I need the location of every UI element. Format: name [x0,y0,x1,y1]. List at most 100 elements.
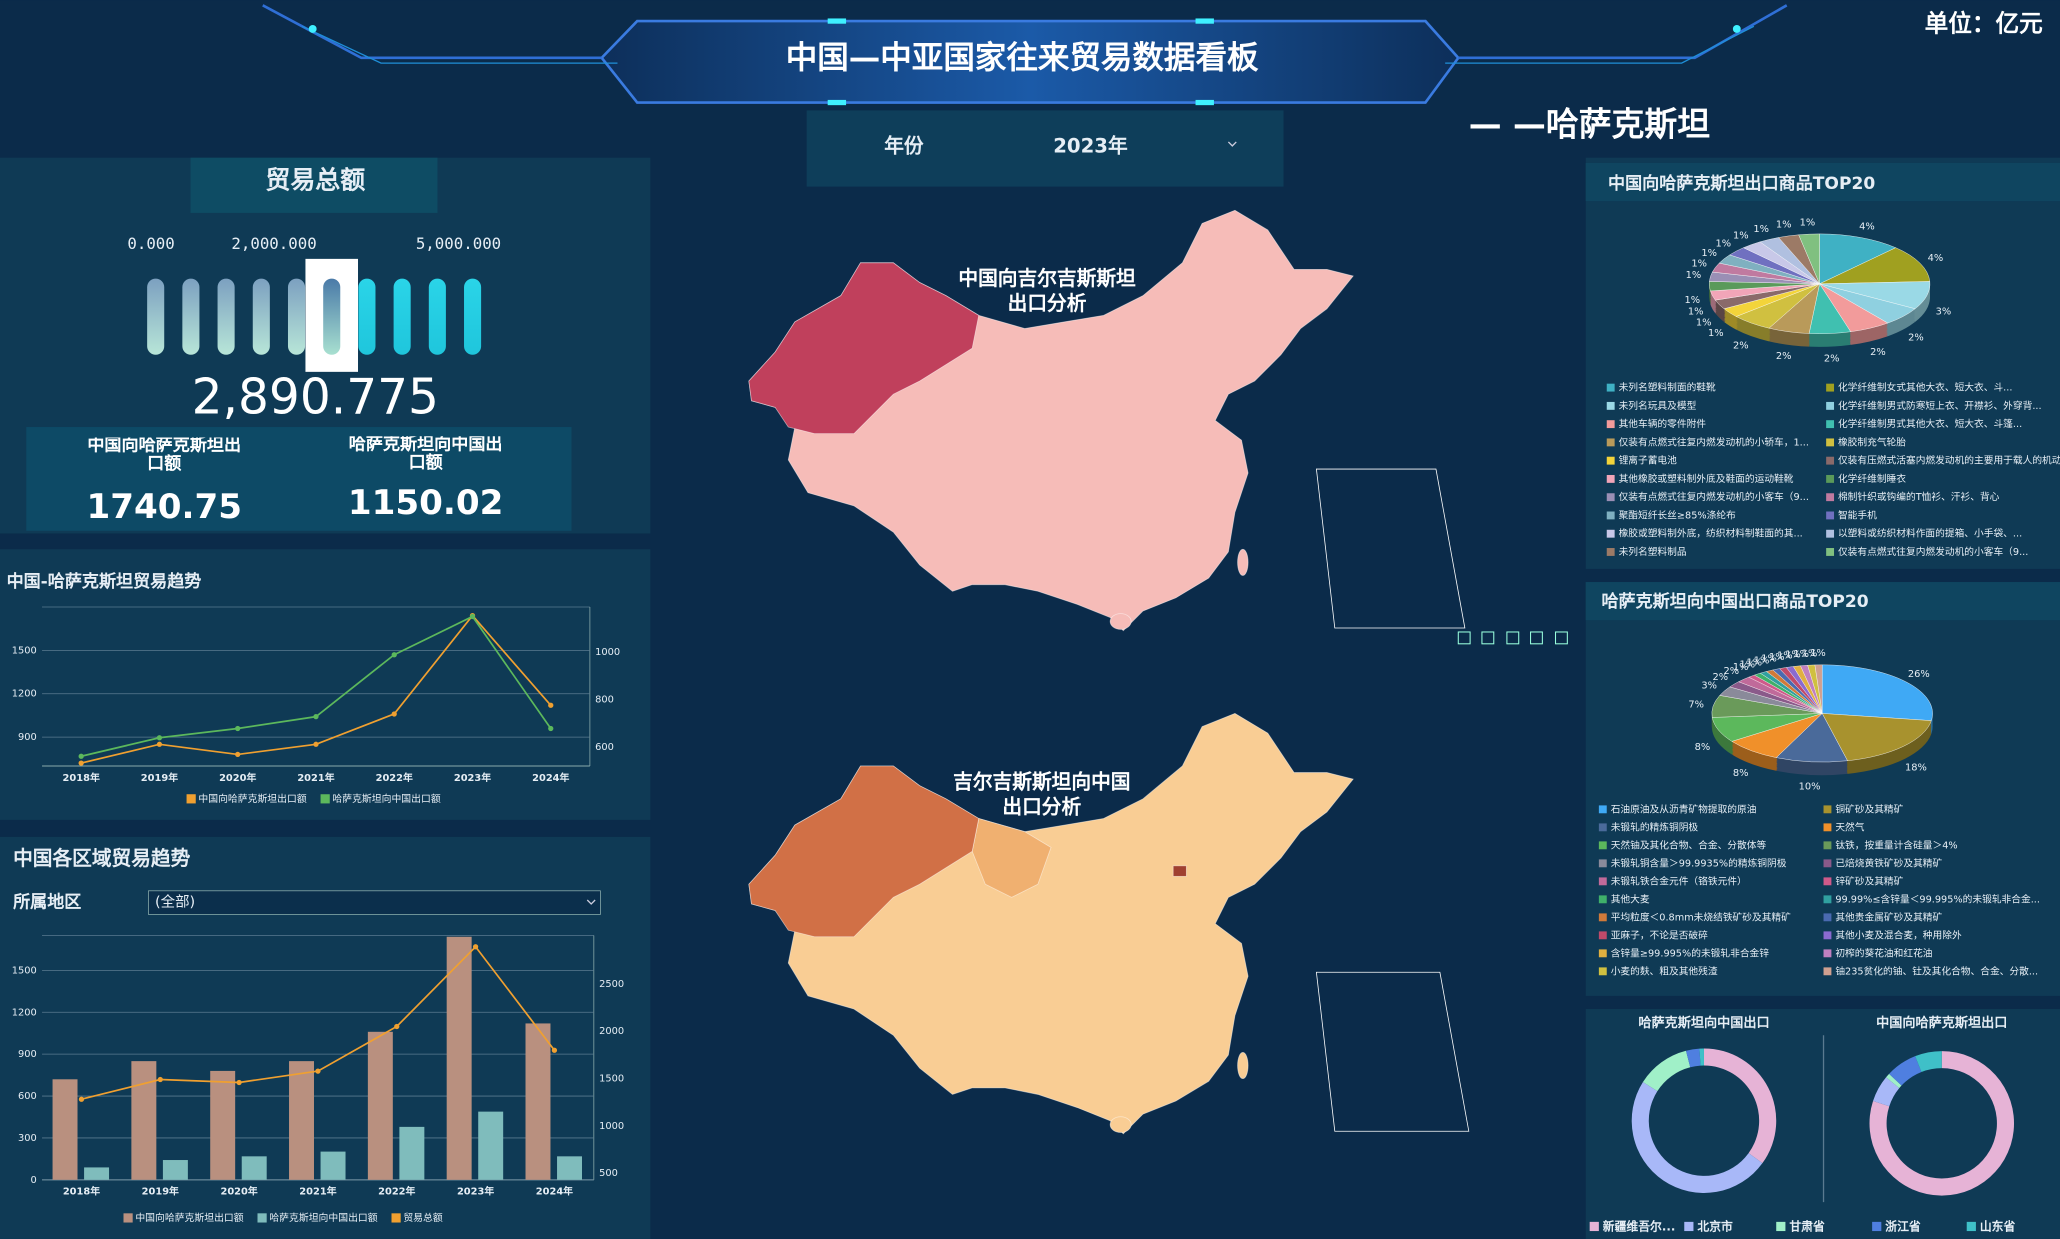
kpi-value: 1150.02 [348,483,503,523]
donut-slice [1915,1051,1942,1073]
pie-label: 2% [1908,332,1924,343]
legend-swatch [1598,895,1607,904]
legend-swatch [1589,1221,1599,1232]
gauge-bar [252,278,270,355]
filter-select[interactable] [148,890,601,915]
legend-label: 天然铀及其化合物、合金、分散体等 [1611,838,1767,851]
panel [1585,582,2060,996]
legend-swatch [1823,913,1832,922]
map-toolbar[interactable] [1457,631,1568,645]
legend-label: 含锌量≥99.995%的未锻轧非合金锌 [1611,946,1770,959]
pie-label: 7% [1688,699,1704,710]
filter-label: 所属地区 [13,892,81,913]
legend-label: 化学纤维制睡衣 [1838,472,1906,485]
gauge-bar [147,278,165,355]
map-region [1109,1116,1132,1133]
filter-value[interactable]: (全部) [155,893,195,911]
legend-label: 其他小麦及混合麦，种用除外 [1835,928,1962,941]
pie-label: 2% [1733,341,1749,352]
gauge-value: 2,890.775 [192,370,439,426]
x-tick-label: 2023年 [457,1185,494,1198]
pie-label: 10% [1799,782,1821,793]
legend-label: 橡胶或塑料制外底，纺织材料制鞋面的其... [1619,527,1803,540]
legend-label: 智能手机 [1838,508,1877,521]
kpi-value: 1740.75 [86,487,241,527]
donut-slice [1886,1073,1902,1089]
gauge-bar [182,278,200,355]
legend-label: 初榨的葵花油和红花油 [1835,946,1932,959]
dropdown-arrow[interactable] [1227,141,1237,147]
legend-label: 其他车辆的零件附件 [1619,417,1707,430]
pie-label: 1% [1691,259,1707,270]
legend-swatch [1826,401,1835,410]
kpi-label: 哈萨克斯坦向中国出口额 [348,436,503,474]
donut-slice [1703,1048,1777,1164]
point [548,702,554,708]
point [315,1068,321,1074]
dropdown-arrow[interactable] [586,899,596,905]
legend-label: 贸易总额 [403,1211,443,1224]
x-tick-label: 2019年 [141,771,178,784]
map-region [971,818,1052,898]
pie-label: 18% [1905,763,1927,774]
legend-swatch [1823,895,1832,904]
point [394,1023,400,1030]
legend-swatch [1598,859,1607,868]
legend-label: 其他贵金属矿砂及其精矿 [1835,910,1942,923]
legend-label: 未锻轧铜含量＞99.9935%的精炼铜阴极 [1611,856,1787,869]
legend-swatch [1598,841,1607,850]
legend-label: 石油原油及从沥青矿物提取的原油 [1611,802,1757,815]
chart-title: 中国-哈萨克斯坦贸易趋势 [7,571,202,592]
legend-swatch [1606,401,1615,410]
donut-slice [1889,1056,1922,1086]
point [236,1079,242,1086]
pie-label: 2% [1824,353,1840,364]
y2-tick-label: 500 [599,1168,618,1179]
y-tick-label: 900 [18,732,37,743]
map-region [1172,865,1187,877]
legend-swatch [1823,931,1832,940]
legend-label: 99.99%≤含锌量＜99.995%的未锻轧非合金... [1835,892,2040,905]
legend-label: 未列名塑料制品 [1619,545,1687,558]
map-region [748,765,980,938]
legend-swatch [1823,823,1832,832]
legend-swatch [1598,805,1607,814]
pie-label: 1% [1696,318,1712,329]
y2-tick-label: 1500 [599,1073,624,1084]
y-tick-label: 300 [18,1133,37,1144]
unit: 单位：亿元 [1925,10,2043,38]
pie-label: 1% [1785,650,1801,661]
pie-label: 1% [1739,660,1755,671]
legend-label: 化学纤维制男式其他大衣、短大衣、斗篷... [1838,417,2022,430]
pie-label: 4% [1928,253,1944,264]
point [469,613,476,620]
bar [241,1156,267,1180]
legend-swatch [1823,967,1832,976]
map-region [1109,613,1132,630]
pie-label: 1% [1715,238,1731,249]
map-inset [1315,971,1470,1132]
legend-label: 仅装有点燃式往复内燃发动机的小客车（9... [1619,490,1809,503]
bar [478,1111,504,1180]
legend-swatch [1823,859,1832,868]
pie-label: 1% [1761,654,1777,665]
legend-label: 棉制针织或钩编的T恤衫、汗衫、背心 [1838,490,2000,503]
legend-label: 以塑料或纺织材料作面的提箱、小手袋、... [1838,527,2022,540]
map-region [748,262,980,434]
legend-swatch [1826,438,1835,447]
legend-swatch [1776,1221,1786,1232]
x-tick-label: 2021年 [299,1185,336,1198]
x-tick-label: 2021年 [297,771,334,784]
point [391,711,397,717]
pie-label: 2% [1724,666,1740,677]
pie-slice [1814,664,1823,714]
pie-label: 1% [1688,307,1704,318]
year-selector[interactable] [806,110,1284,187]
legend-label: 新疆维吾尔... [1603,1220,1676,1234]
point [156,741,163,747]
kpi-label-box: 中国向哈萨克斯坦出口额 [87,438,241,474]
pie-label: 1% [1810,648,1826,659]
legend-label: 哈萨克斯坦向中国出口额 [332,792,440,805]
year-value[interactable]: 2023年 [1053,135,1128,158]
legend-label: 仅装有点燃式往复内燃发动机的小轿车，1... [1619,435,1809,448]
